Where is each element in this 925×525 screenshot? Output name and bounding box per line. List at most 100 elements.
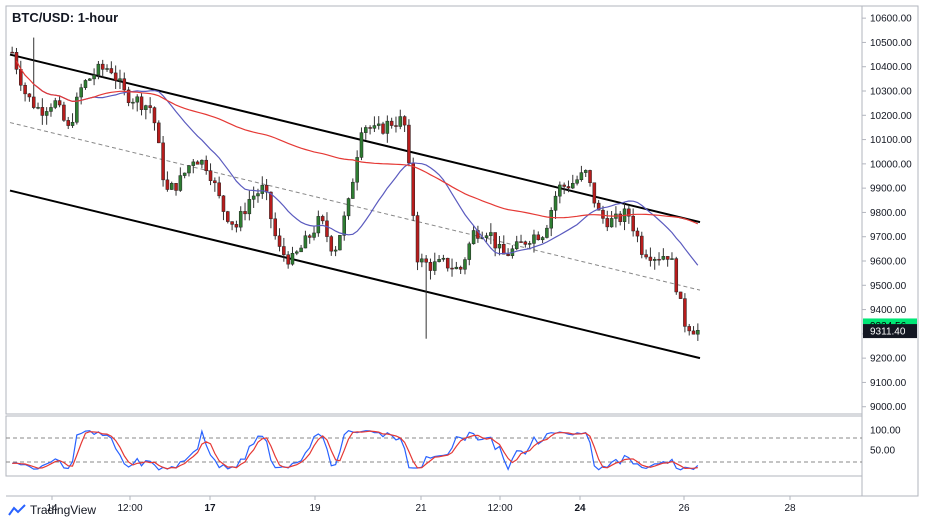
candle-body bbox=[523, 241, 528, 245]
candle-body bbox=[312, 232, 316, 238]
candle-body bbox=[631, 215, 635, 232]
candle-body bbox=[178, 175, 183, 191]
candle-body bbox=[165, 179, 170, 190]
y-tick-label: 10600.00 bbox=[870, 14, 912, 25]
candle-body bbox=[113, 72, 118, 81]
y-tick-label: 10500.00 bbox=[870, 38, 912, 49]
candle-body bbox=[579, 172, 584, 180]
x-tick-label: 17 bbox=[204, 503, 216, 514]
candle-body bbox=[575, 179, 579, 184]
x-tick-label: 12:00 bbox=[487, 503, 512, 514]
candle-body bbox=[463, 259, 467, 270]
candle-body bbox=[126, 89, 131, 103]
candle-body bbox=[49, 107, 53, 112]
candle-body bbox=[174, 183, 178, 191]
candle-body bbox=[303, 235, 308, 249]
candle-body bbox=[583, 170, 588, 173]
channel-midline bbox=[9, 122, 701, 291]
main-pane-frame bbox=[5, 5, 863, 415]
candle-body bbox=[299, 247, 303, 253]
tradingview-logo[interactable]: TradingView bbox=[8, 503, 96, 517]
y-tick-label: 10200.00 bbox=[870, 111, 912, 122]
candle-body bbox=[342, 215, 346, 236]
candle-body bbox=[88, 78, 92, 81]
candle-body bbox=[678, 291, 683, 299]
candle-body bbox=[286, 254, 290, 265]
candle-body bbox=[182, 172, 187, 176]
candle-body bbox=[519, 241, 523, 243]
last-price-label: 9311.40 bbox=[870, 327, 906, 338]
tradingview-logo-icon bbox=[8, 504, 26, 516]
candle-body bbox=[493, 232, 497, 249]
candle-body bbox=[402, 116, 407, 126]
candle-body bbox=[118, 78, 122, 81]
price-axis bbox=[861, 5, 919, 497]
candle-body bbox=[601, 209, 605, 219]
candle-body bbox=[208, 170, 213, 181]
candle-body bbox=[381, 123, 385, 134]
candle-body bbox=[27, 93, 32, 98]
candle-body bbox=[536, 234, 541, 241]
candle-body bbox=[385, 120, 390, 134]
candle-body bbox=[506, 253, 510, 256]
candle-body bbox=[687, 326, 691, 332]
candle-body bbox=[562, 184, 566, 187]
candle-body bbox=[290, 252, 295, 265]
candle-body bbox=[234, 224, 239, 228]
candle-body bbox=[450, 267, 454, 270]
candle-body bbox=[273, 218, 277, 237]
candle-body bbox=[295, 251, 299, 254]
candle-body bbox=[635, 230, 640, 237]
candle-body bbox=[109, 68, 114, 74]
candle-body bbox=[260, 184, 265, 194]
candle-body bbox=[83, 80, 88, 88]
candle-body bbox=[411, 162, 415, 216]
tradingview-label: TradingView bbox=[30, 503, 97, 517]
candle-body bbox=[135, 96, 139, 103]
candle-body bbox=[57, 100, 62, 106]
candle-body bbox=[169, 183, 174, 190]
candle-body bbox=[445, 257, 450, 269]
candle-body bbox=[66, 120, 70, 126]
candle-body bbox=[238, 211, 243, 228]
candle-body bbox=[282, 246, 286, 255]
x-tick-label: 19 bbox=[309, 503, 321, 514]
candle-body bbox=[40, 107, 45, 116]
candle-body bbox=[19, 69, 23, 86]
candle-body bbox=[484, 235, 489, 238]
candle-body bbox=[144, 105, 148, 110]
candle-body bbox=[665, 256, 670, 260]
candle-body bbox=[247, 199, 252, 215]
candle-body bbox=[394, 125, 398, 127]
last-price-tag bbox=[863, 324, 917, 339]
candle-body bbox=[592, 182, 597, 204]
candle-body bbox=[316, 216, 321, 234]
candle-body bbox=[191, 161, 196, 166]
x-tick-label: 21 bbox=[415, 503, 427, 514]
candle-body bbox=[161, 142, 165, 181]
candle-body bbox=[53, 100, 58, 108]
candle-body bbox=[618, 213, 622, 222]
candle-body bbox=[152, 107, 157, 124]
candle-body bbox=[195, 161, 200, 165]
candle-body bbox=[588, 170, 592, 183]
candle-body bbox=[471, 230, 476, 245]
oscillator-tick-label: 50.00 bbox=[870, 446, 895, 457]
candle-body bbox=[514, 241, 519, 250]
candle-body bbox=[437, 259, 441, 262]
x-tick-label: 14 bbox=[46, 503, 58, 514]
candle-body bbox=[355, 157, 359, 183]
candle-body bbox=[96, 63, 101, 76]
y-tick-label: 9800.00 bbox=[870, 208, 907, 219]
oscillator-tick-label: 100.00 bbox=[870, 426, 901, 437]
candle-body bbox=[187, 165, 191, 174]
slow-moving-average bbox=[15, 60, 699, 225]
candle-body bbox=[351, 181, 355, 199]
candle-body bbox=[661, 256, 666, 260]
candle-body bbox=[157, 122, 161, 144]
candle-body bbox=[36, 107, 40, 109]
candle-body bbox=[398, 116, 403, 127]
candle-body bbox=[23, 84, 27, 95]
candle-body bbox=[213, 180, 217, 184]
